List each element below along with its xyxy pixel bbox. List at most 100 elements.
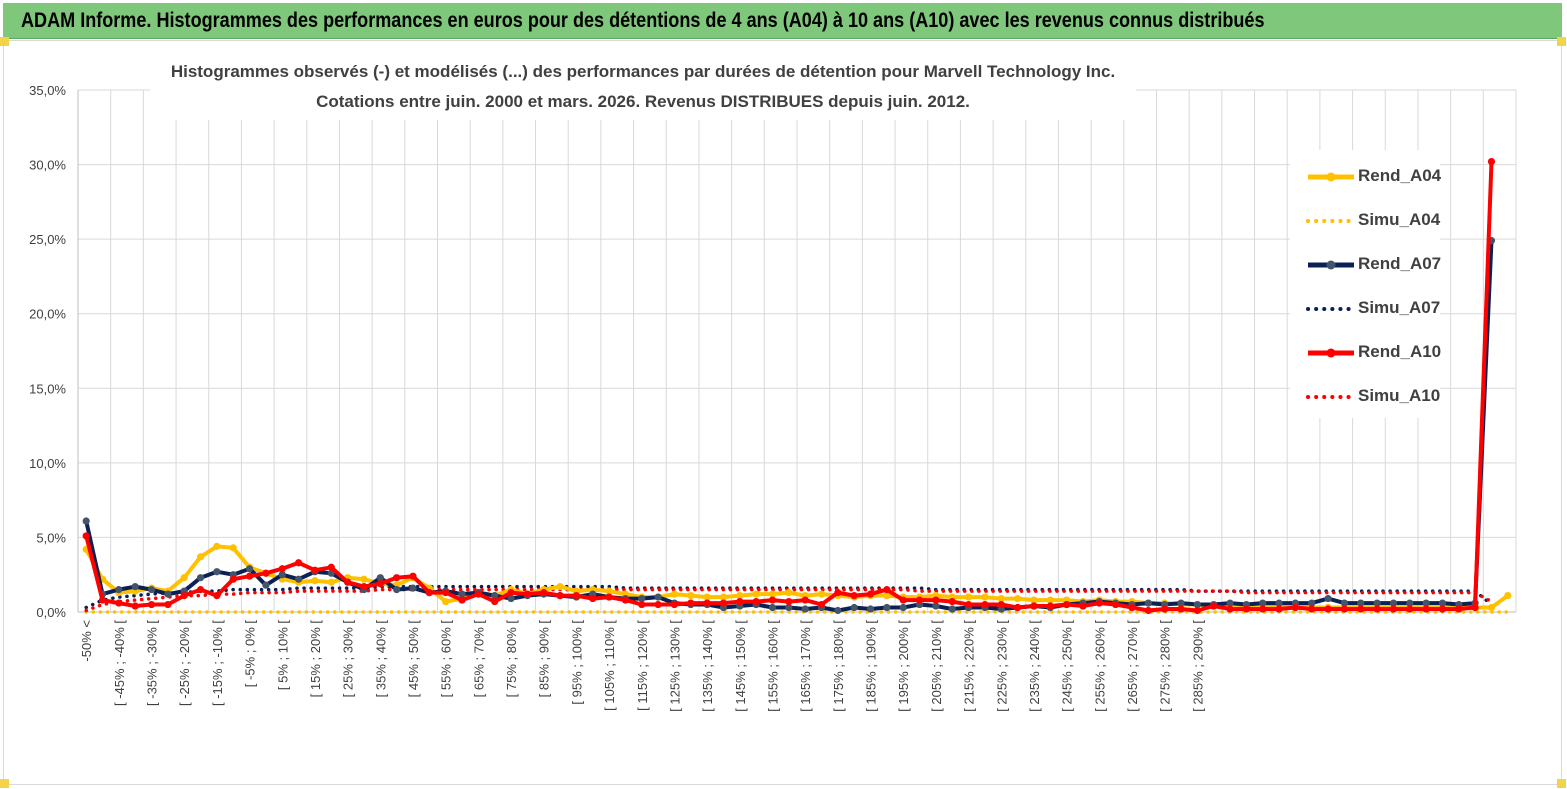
data-point-Rend_A04 (964, 593, 973, 601)
data-point-Rend_A10 (1079, 602, 1087, 610)
data-point-Rend_A10 (196, 586, 205, 594)
data-point-Rend_A10 (1455, 605, 1463, 613)
data-point-Rend_A04 (1046, 596, 1054, 604)
data-point-Rend_A10 (589, 594, 597, 603)
data-point-Rend_A10 (866, 590, 875, 598)
x-tick-label: [ 195% ; 200% [ (896, 620, 911, 712)
y-tick-label: 0,0% (36, 605, 66, 620)
chart-title-area: Histogrammes observés (-) et modélisés (… (150, 56, 1136, 120)
x-tick-label: [ 125% ; 130% [ (667, 620, 682, 712)
data-point-Rend_A04 (1504, 591, 1512, 600)
data-point-Rend_A04 (1487, 603, 1496, 612)
data-point-Rend_A10 (229, 575, 237, 583)
legend-label: Rend_A10 (1358, 342, 1442, 361)
data-point-Rend_A07 (278, 571, 286, 579)
data-point-Rend_A10 (1438, 605, 1447, 613)
x-tick-label: [ 205% ; 210% [ (929, 620, 944, 712)
data-point-Rend_A10 (442, 589, 450, 597)
x-tick-label: [ 55% ; 60% [ (439, 620, 454, 698)
data-point-Rend_A10 (1210, 602, 1218, 610)
data-point-Rend_A10 (850, 591, 858, 600)
y-tick-label: 10,0% (29, 456, 66, 471)
data-point-Rend_A10 (180, 591, 188, 600)
frame-handle-top-right (1557, 37, 1566, 46)
data-point-Rend_A10 (932, 596, 940, 604)
x-tick-label: [ 215% ; 220% [ (962, 620, 977, 712)
chart-subtitle: Cotations entre juin. 2000 et mars. 2026… (316, 92, 970, 111)
series-line-Rend_A07 (84, 240, 1494, 613)
data-point-Rend_A07 (785, 603, 793, 612)
data-point-Rend_A04 (196, 553, 205, 561)
data-point-Rend_A07 (115, 586, 123, 594)
data-point-Rend_A10 (1422, 605, 1430, 613)
data-point-Rend_A04 (752, 590, 760, 598)
x-tick-label: [ 5% ; 10% [ (275, 620, 290, 690)
data-point-Rend_A10 (1226, 605, 1234, 613)
frame-handle-bottom-right (1557, 779, 1566, 788)
y-tick-label: 25,0% (29, 232, 66, 247)
legend-item-Simu_A10: Simu_A10 (1290, 382, 1440, 412)
data-point-Rend_A10 (1357, 605, 1365, 613)
data-point-Rend_A10 (670, 600, 679, 609)
legend-swatch-marker (1326, 260, 1336, 270)
x-tick-label: [ 115% ; 120% [ (635, 620, 650, 711)
data-point-Rend_A10 (1340, 605, 1349, 613)
data-point-Rend_A10 (344, 578, 352, 586)
x-tick-label: [ 45% ; 50% [ (406, 620, 421, 698)
data-point-Rend_A10 (360, 583, 368, 591)
legend-item-Simu_A04: Simu_A04 (1290, 206, 1440, 236)
y-tick-label: 15,0% (29, 381, 66, 396)
data-point-Rend_A10 (915, 596, 924, 604)
data-point-Rend_A07 (932, 602, 940, 610)
data-point-Rend_A07 (1308, 599, 1316, 607)
legend-swatch (1308, 172, 1354, 182)
x-tick-label: -50% < (79, 620, 94, 662)
data-point-Rend_A10 (213, 591, 221, 600)
legend-item-Rend_A10: Rend_A10 (1290, 338, 1442, 368)
data-point-Rend_A07 (801, 605, 809, 613)
data-point-Rend_A07 (147, 586, 156, 594)
data-point-Rend_A07 (262, 581, 270, 589)
data-point-Rend_A07 (948, 605, 956, 613)
data-point-Rend_A07 (491, 591, 499, 600)
data-point-Rend_A10 (458, 596, 466, 604)
data-point-Rend_A10 (115, 599, 123, 607)
data-point-Rend_A10 (621, 596, 630, 604)
frame-handle-bottom-left (0, 779, 9, 788)
data-point-Rend_A04 (997, 594, 1005, 603)
data-point-Rend_A10 (556, 591, 564, 600)
data-point-Rend_A07 (245, 565, 254, 573)
x-tick-label: [ -15% ; -10% [ (210, 620, 225, 706)
y-tick-label: 5,0% (36, 530, 66, 545)
data-point-Rend_A04 (687, 591, 695, 600)
data-point-Rend_A10 (768, 596, 777, 604)
data-point-Rend_A10 (719, 599, 728, 607)
data-point-Rend_A10 (164, 600, 172, 609)
data-point-Rend_A07 (213, 568, 221, 576)
data-point-Rend_A10 (262, 569, 270, 577)
data-point-Rend_A04 (883, 591, 891, 600)
data-point-Rend_A07 (196, 574, 205, 582)
data-point-Rend_A10 (1128, 603, 1136, 612)
x-tick-label: [ -25% ; -20% [ (177, 620, 192, 706)
data-point-Rend_A04 (719, 593, 728, 601)
data-point-Rend_A10 (1177, 605, 1185, 613)
report-title: ADAM Informe. Histogrammes des performan… (21, 9, 1265, 32)
data-point-Rend_A10 (425, 589, 433, 597)
data-point-Rend_A10 (1193, 606, 1201, 615)
data-point-Rend_A07 (164, 590, 172, 598)
legend-label: Simu_A10 (1358, 386, 1441, 405)
legend-label: Rend_A07 (1358, 254, 1442, 273)
data-point-Rend_A10 (1389, 605, 1398, 613)
data-point-Rend_A07 (393, 586, 401, 594)
data-point-Rend_A10 (1406, 605, 1414, 613)
x-tick-label: [ 285% ; 290% [ (1190, 620, 1205, 712)
frame-handle-top-left (0, 37, 9, 46)
data-point-Rend_A07 (1193, 600, 1201, 609)
x-tick-label: [ 75% ; 80% [ (504, 620, 519, 698)
data-point-Rend_A10 (147, 600, 156, 609)
legend-swatch (1306, 219, 1354, 223)
x-tick-label: [ 225% ; 230% [ (994, 620, 1009, 712)
legend-label: Simu_A07 (1358, 298, 1441, 317)
y-tick-label: 35,0% (29, 83, 66, 98)
